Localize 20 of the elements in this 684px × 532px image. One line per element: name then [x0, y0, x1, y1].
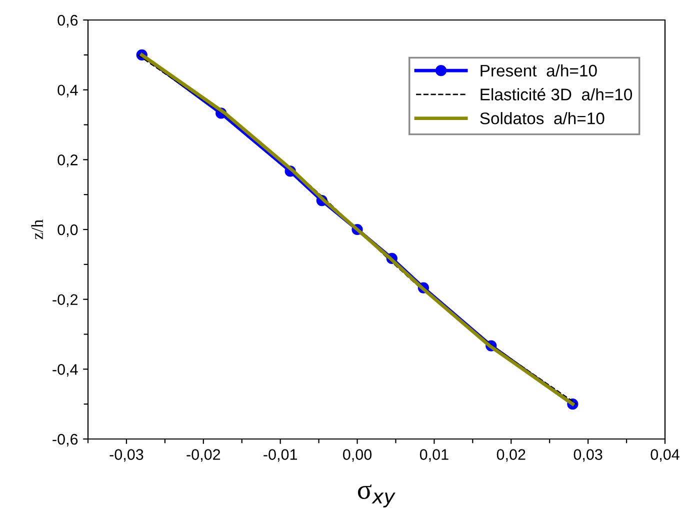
y-tick-label: 0,4: [58, 84, 78, 98]
y-tick-label: -0,6: [52, 434, 78, 446]
y-tick-label: -0,2: [52, 294, 78, 307]
y-tick-label: 0,6: [58, 14, 78, 28]
legend-label: Present a/h=10: [480, 64, 597, 77]
y-tick-label: 0,2: [58, 154, 78, 168]
x-tick-label: 0,01: [420, 449, 448, 462]
y-tick-label: 0,0: [58, 224, 78, 237]
legend-label: Elasticité 3D a/h=10: [480, 88, 632, 100]
y-axis-title: z/h: [31, 220, 44, 240]
x-axis-title: σ$_{xy}$: [358, 484, 396, 508]
x-tick-label: -0,03: [110, 449, 144, 462]
x-tick-label: -0,01: [264, 449, 297, 462]
x-tick-label: 0,04: [650, 449, 680, 462]
x-tick-label: 0,00: [342, 449, 372, 462]
x-tick-label: 0,02: [496, 449, 526, 462]
legend-label: Soldatos a/h=10: [480, 112, 604, 124]
x-tick-label: 0,03: [574, 449, 602, 462]
y-tick-label: -0,4: [52, 364, 78, 377]
x-tick-label: -0,02: [186, 449, 220, 462]
